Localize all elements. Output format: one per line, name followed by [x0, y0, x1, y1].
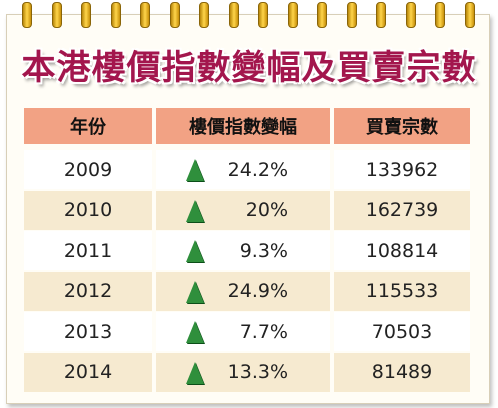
up-triangle [186, 240, 204, 262]
binder-ring [435, 2, 445, 28]
change-cell: 13.3% [156, 352, 330, 392]
volume-cell: 108814 [334, 231, 470, 270]
binder-ring [169, 2, 180, 28]
binder-ring [258, 2, 268, 28]
year-cell: 2009 [24, 150, 152, 189]
binder-ring [405, 2, 416, 28]
binder-ring [464, 2, 475, 28]
binder-ring [51, 2, 62, 28]
binder-ring [140, 2, 150, 28]
binder-ring [110, 2, 121, 28]
volume-cell: 162739 [334, 190, 470, 230]
volume-cell: 81489 [334, 352, 470, 392]
year-cell: 2010 [24, 190, 152, 230]
percent-change: 9.3% [239, 239, 288, 262]
year-cell: 2013 [24, 312, 152, 351]
percent-change: 13.3% [227, 361, 288, 383]
change-cell: 20% [156, 190, 330, 230]
change-cell: 24.9% [156, 271, 330, 311]
up-triangle [186, 280, 204, 303]
header-cell: 買賣宗數 [334, 108, 470, 144]
binder-ring [287, 2, 298, 28]
change-cell: 24.2% [156, 150, 330, 189]
binder-ring [22, 2, 32, 28]
binder-ring [81, 2, 91, 28]
year-cell: 2014 [24, 352, 152, 392]
header-cell: 年份 [24, 108, 152, 144]
percent-change: 20% [245, 199, 288, 221]
binder-ring [317, 2, 327, 28]
up-triangle [186, 361, 204, 384]
year-cell: 2011 [24, 231, 152, 270]
up-triangle [186, 159, 204, 181]
year-cell: 2012 [24, 271, 152, 311]
volume-cell: 70503 [334, 312, 470, 351]
volume-cell: 133962 [334, 150, 470, 189]
percent-change: 24.9% [227, 280, 288, 302]
change-cell: 9.3% [156, 231, 330, 270]
percent-change: 7.7% [239, 320, 288, 343]
binder-ring [346, 2, 357, 28]
percent-change: 24.2% [227, 158, 288, 181]
change-cell: 7.7% [156, 312, 330, 351]
volume-cell: 115533 [334, 271, 470, 311]
header-cell: 樓價指數變幅 [156, 108, 330, 144]
up-triangle [186, 321, 204, 343]
binder-ring [228, 2, 239, 28]
up-triangle [186, 199, 204, 222]
binder-ring [376, 2, 386, 28]
binder-ring [199, 2, 209, 28]
title: 本港樓價指數變幅及買賣宗數 [21, 48, 477, 88]
